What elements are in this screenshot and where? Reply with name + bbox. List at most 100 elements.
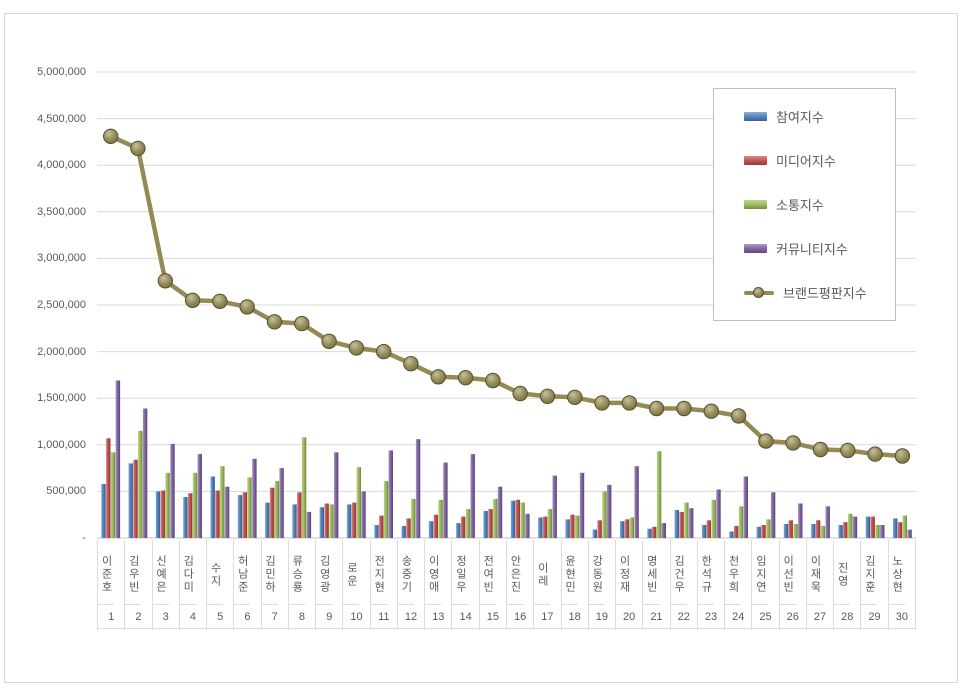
bar [656,451,662,538]
bar [729,531,734,538]
line-marker [184,292,201,308]
category-cell: 김민하 7 [260,540,288,630]
bar [106,438,111,538]
bar [351,502,357,538]
bar [483,511,488,538]
line-marker [130,140,146,157]
bar [825,506,830,538]
category-label: 수지 [207,540,224,605]
category-rank: 25 [752,605,779,629]
category-cell: 김영광 9 [315,540,343,630]
bar [701,525,707,538]
category-rank: 29 [861,605,888,629]
category-rank: 24 [725,605,752,629]
bar [297,492,302,538]
bar [160,490,166,538]
bar [374,525,379,538]
category-cell: 수지 5 [206,540,234,630]
category-label: 임지연 [752,540,769,605]
line-marker [266,314,283,330]
bar [848,513,853,538]
bar [624,519,630,538]
bar [661,523,666,538]
bar [793,524,798,538]
bar [902,515,907,538]
category-cell: 강동원 19 [587,540,616,630]
bar [383,481,389,538]
bar [538,517,543,538]
category-label: 진영 [834,540,851,605]
line-marker [321,333,337,349]
bar [706,520,711,538]
bar [647,528,652,538]
category-label: 전여빈 [479,540,496,605]
line-marker [730,408,747,424]
bar [465,509,471,538]
bar [815,520,821,538]
bar [684,502,689,538]
line-marker [348,340,365,356]
category-cell: 이영애 13 [424,540,452,630]
category-rank: 18 [561,605,588,629]
category-rank: 7 [261,605,288,629]
y-tick-label: 1,500,000 [37,392,86,405]
category-rank: 13 [425,605,452,629]
bar [852,516,858,538]
bar [734,525,739,538]
bar [170,443,175,538]
category-cell: 류승룡 8 [287,540,316,630]
bar [565,519,570,538]
category-cell: 윤현민 18 [560,540,588,630]
bar [301,437,307,538]
category-cell: 이정재 20 [615,540,643,630]
bar [433,514,438,538]
category-cell: 임지연 25 [751,540,779,630]
category-cell: 한석규 23 [696,540,725,630]
category-label: 한석규 [697,540,714,605]
bar [679,511,684,538]
line-marker [703,403,719,419]
bar [738,506,744,538]
category-rank: 23 [697,605,725,629]
bar [756,526,761,538]
bar [224,486,230,538]
bar [607,484,612,538]
line-marker [539,388,556,404]
category-cell: 김지훈 29 [860,540,888,630]
bar-series-0 [101,463,898,538]
bar [324,503,329,538]
y-tick-label: 4,500,000 [37,112,86,125]
bar [515,499,520,538]
bar [716,489,721,538]
y-tick-label: 2,000,000 [37,345,86,358]
category-cell: 전지현 11 [369,540,397,630]
bar [783,524,789,538]
category-rank: 28 [834,605,861,629]
legend-label: 소통지수 [776,197,824,213]
category-rank: 9 [316,605,343,629]
bar [252,458,257,538]
bar [242,492,247,538]
category-cell: 노상현 30 [887,540,916,630]
bar [215,490,220,538]
category-label: 정일우 [452,540,469,605]
bar [115,380,121,538]
bar [269,487,275,538]
bar [843,522,848,538]
bar [542,516,548,538]
category-rank: 26 [779,605,806,629]
y-tick-label: 3,500,000 [37,205,86,218]
category-rank: 8 [288,605,316,629]
category-cell: 명세빈 21 [642,540,670,630]
category-label: 명세빈 [643,540,660,605]
category-cell: 이선빈 26 [778,540,806,630]
bar [247,477,252,538]
bar [415,439,421,538]
category-label: 허남준 [234,540,251,605]
category-rank: 22 [670,605,697,629]
y-tick-label: 4,000,000 [37,159,86,172]
bar [306,511,312,538]
category-cell: 송중기 12 [396,540,425,630]
bar [870,516,875,538]
bar [279,468,284,538]
